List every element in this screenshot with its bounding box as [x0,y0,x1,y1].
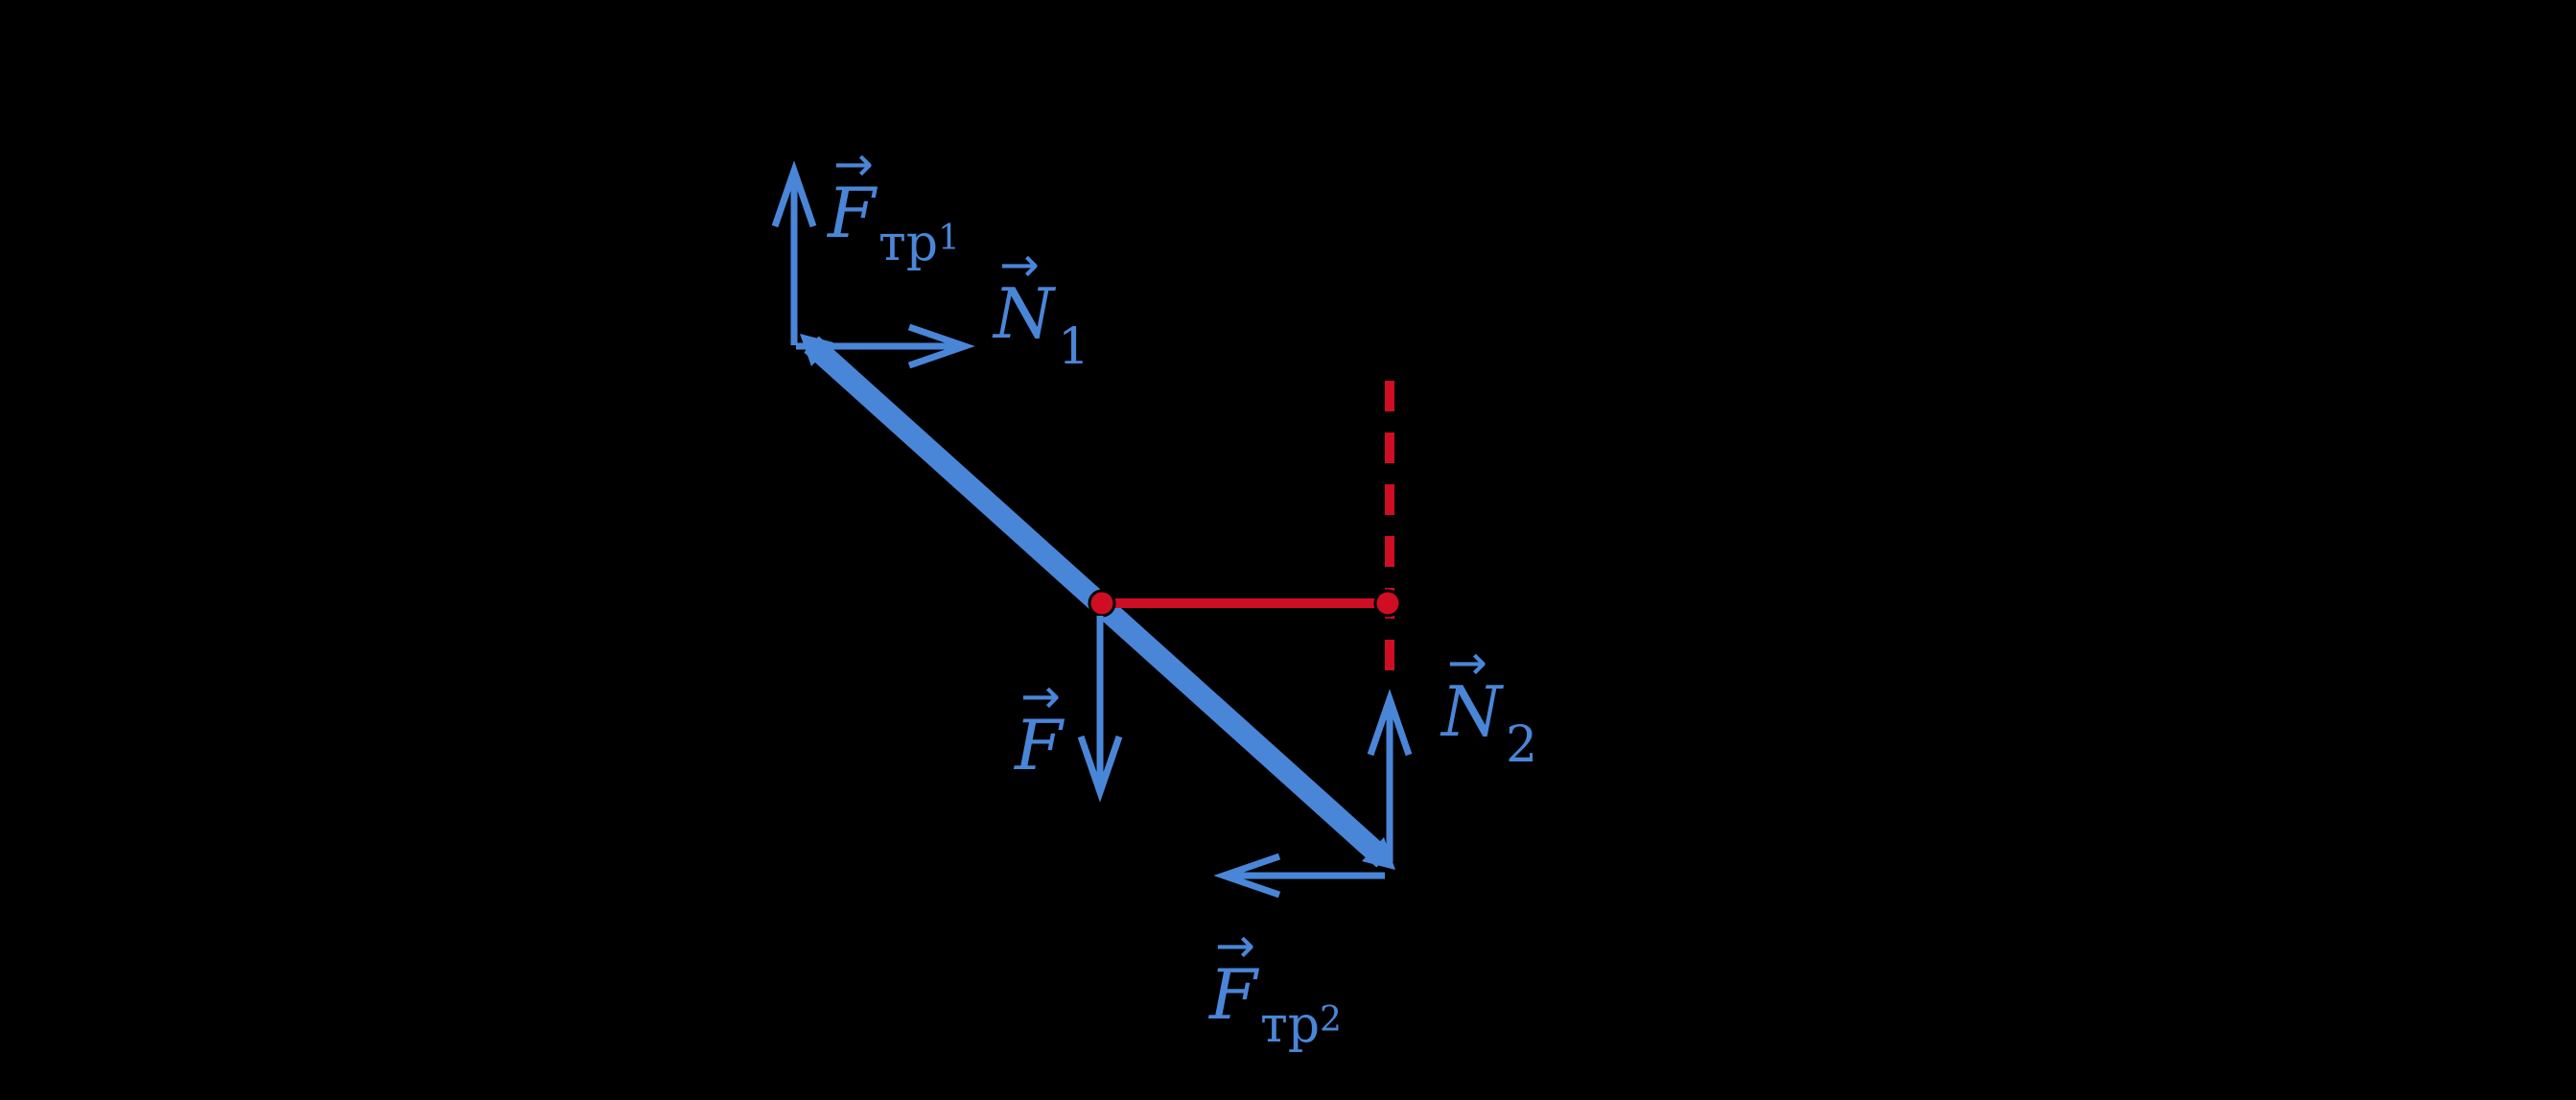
force-index: 2 [1320,1000,1342,1040]
normal-force-1-label: → N1 [994,241,1089,372]
vector-arrow-accent-icon: → [1215,918,1255,973]
projection-point-dot [1373,589,1402,618]
force-symbol: F [828,173,876,253]
friction-force-1-label: → Fтр1 [828,140,960,269]
normal-force-2-arrow [1367,689,1413,862]
force-index: 1 [938,219,960,258]
force-subscript: тр [878,215,939,272]
vector-arrow-accent-icon: → [1447,635,1487,690]
vector-arrow-accent-icon: → [833,136,874,192]
friction-force-1-arrow [771,160,817,345]
force-index: 1 [1058,318,1090,376]
force-symbol: N [994,273,1054,354]
vector-arrow-accent-icon: → [999,237,1040,293]
rod-upper-arrowhead-icon [800,334,833,366]
friction-force-2-label: → Fтр2 [1209,922,1342,1050]
force-application-point-dot [1088,589,1116,618]
force-subscript: тр [1259,996,1321,1054]
force-index: 2 [1506,716,1538,774]
normal-force-2-label: → N2 [1441,639,1537,770]
applied-force-arrow [1077,616,1123,803]
force-symbol: F [1015,705,1063,785]
force-symbol: F [1209,954,1257,1035]
normal-force-1-arrow [796,323,975,369]
force-symbol: N [1441,671,1502,752]
applied-force-label: → F [1015,672,1063,780]
friction-force-2-arrow [1213,853,1385,899]
vector-arrow-accent-icon: → [1020,668,1061,724]
